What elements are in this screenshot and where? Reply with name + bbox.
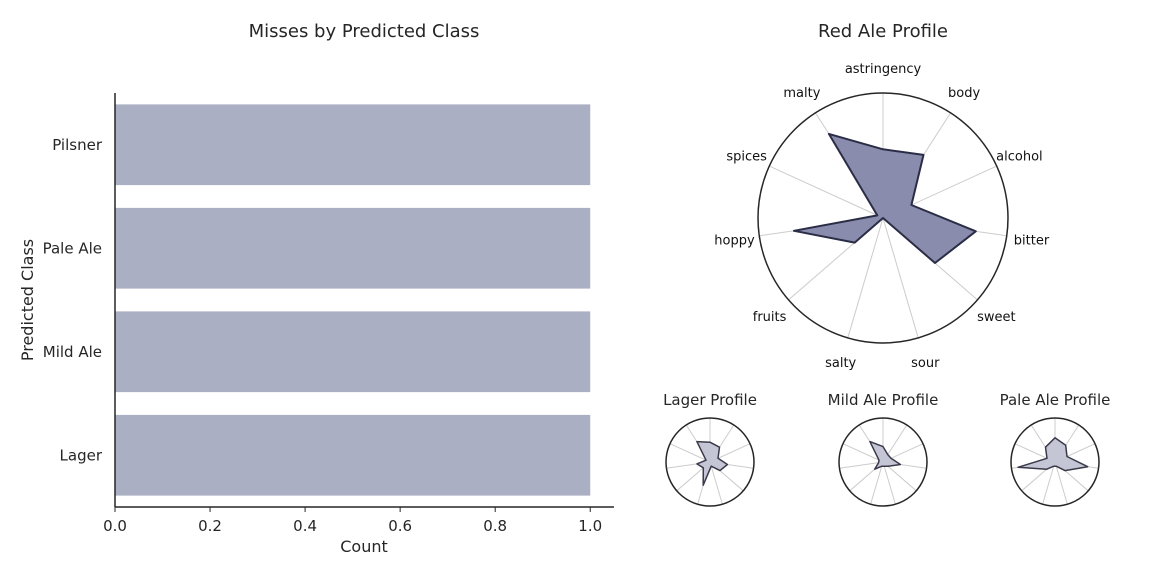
radar-mild-ale-title: Mild Ale Profile [828, 391, 939, 409]
radar-outline [665, 417, 755, 507]
radar-axis-label: sweet [977, 310, 1016, 325]
radar-axis-label: bitter [1014, 233, 1050, 248]
radar-outline [838, 417, 928, 507]
x-tick-label: 1.0 [578, 517, 602, 535]
radar-spoke [1042, 461, 1056, 505]
radar-spoke [842, 443, 884, 463]
x-tick-labels: 0.0 0.2 0.4 0.6 0.8 1.0 [103, 507, 602, 535]
radar-spoke [847, 217, 884, 339]
y-tick-label: Pale Ale [43, 239, 102, 257]
radar-spoke [709, 461, 723, 505]
y-tick-label: Pilsner [52, 136, 103, 154]
x-tick-label: 0.6 [388, 517, 412, 535]
radar-profile-area [696, 440, 729, 486]
radar-axis-label: salty [825, 356, 856, 371]
radar-red-ale: Red Ale Profile astringency body alcohol bi… [714, 21, 1050, 371]
radar-axis-label: spices [726, 150, 767, 165]
radar-red-ale-title: Red Ale Profile [818, 21, 948, 42]
x-axis-label: Count [340, 537, 388, 556]
radar-axis-label: malty [783, 86, 820, 101]
bar-chart: Misses by Predicted Class 0.0 0.2 0.4 0.6 0.… [18, 21, 614, 556]
x-tick-label: 0.4 [293, 517, 317, 535]
y-axis-label: Predicted Class [18, 239, 37, 361]
radar-spoke [1054, 461, 1068, 505]
radar-outline [1010, 417, 1100, 507]
radar-pale-ale: Pale Ale Profile [1000, 391, 1111, 507]
x-tick-label: 0.0 [103, 517, 127, 535]
radar-mild-ale: Mild Ale Profile [828, 391, 939, 507]
radar-axis-label: fruits [753, 310, 787, 325]
radar-lager: Lager Profile [663, 391, 757, 507]
bar-pale-ale [115, 207, 591, 289]
radar-spoke [882, 461, 896, 505]
bar-mild-ale [115, 311, 591, 393]
y-tick-label: Lager [60, 446, 103, 464]
radar-spoke [882, 217, 919, 339]
radar-outline [757, 92, 1009, 344]
radar-profile-area [792, 132, 977, 264]
radar-axis-label: astringency [845, 62, 922, 77]
bar-group [115, 104, 591, 496]
radar-profile-area [1017, 437, 1089, 472]
bar-chart-title: Misses by Predicted Class [249, 21, 480, 42]
x-tick-label: 0.2 [198, 517, 222, 535]
radar-profile-area [869, 440, 902, 470]
radar-axis-label: sour [911, 356, 940, 371]
radar-spoke [769, 165, 884, 219]
radar-pale-ale-title: Pale Ale Profile [1000, 391, 1111, 409]
radar-axis-label: alcohol [996, 150, 1042, 165]
x-tick-label: 0.8 [483, 517, 507, 535]
radar-axis-label: hoppy [714, 233, 755, 248]
radar-spoke [870, 461, 884, 505]
bar-lager [115, 414, 591, 496]
y-tick-labels: Pilsner Pale Ale Mild Ale Lager [43, 136, 103, 465]
radar-spoke [669, 443, 711, 463]
y-tick-label: Mild Ale [43, 343, 102, 361]
radar-lager-title: Lager Profile [663, 391, 757, 409]
radar-spoke [839, 461, 884, 469]
radar-axis-label: body [948, 86, 980, 101]
bar-pilsner [115, 104, 591, 186]
